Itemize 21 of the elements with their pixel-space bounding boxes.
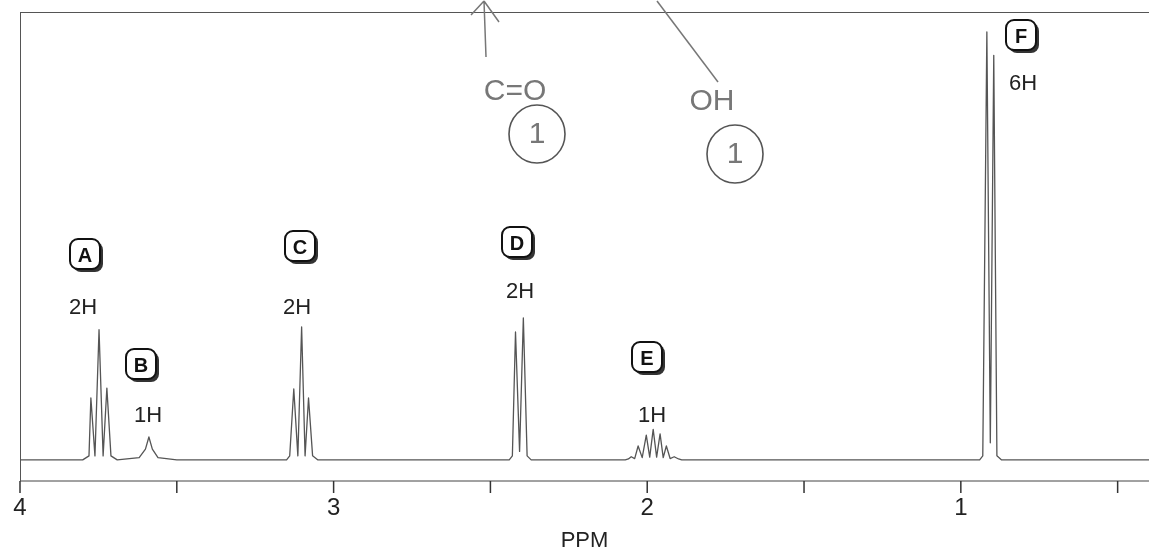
x-axis-title: PPM (560, 527, 609, 552)
annotation: 1H (133, 402, 163, 427)
x-tick-label: 2 (640, 493, 654, 520)
x-tick-label: 4 (13, 493, 27, 520)
annotation: 1 (726, 136, 744, 169)
annotation: 1 (528, 116, 546, 149)
annotation: 2H (505, 278, 535, 303)
annotation: 6H (1008, 70, 1038, 95)
x-tick-label: 1 (954, 493, 968, 520)
annotation: A (77, 244, 93, 266)
annotation: D (509, 232, 525, 254)
annotation: 1H (637, 402, 667, 427)
x-tick-label: 3 (326, 493, 341, 520)
annotation: E (640, 347, 654, 369)
annotation: OH (689, 83, 735, 116)
annotation: 2H (282, 294, 312, 319)
annotation: C=O (483, 73, 547, 106)
annotation: C (292, 236, 308, 258)
annotation: F (1014, 25, 1028, 47)
annotation: 2H (68, 294, 98, 319)
annotation: B (133, 354, 149, 376)
